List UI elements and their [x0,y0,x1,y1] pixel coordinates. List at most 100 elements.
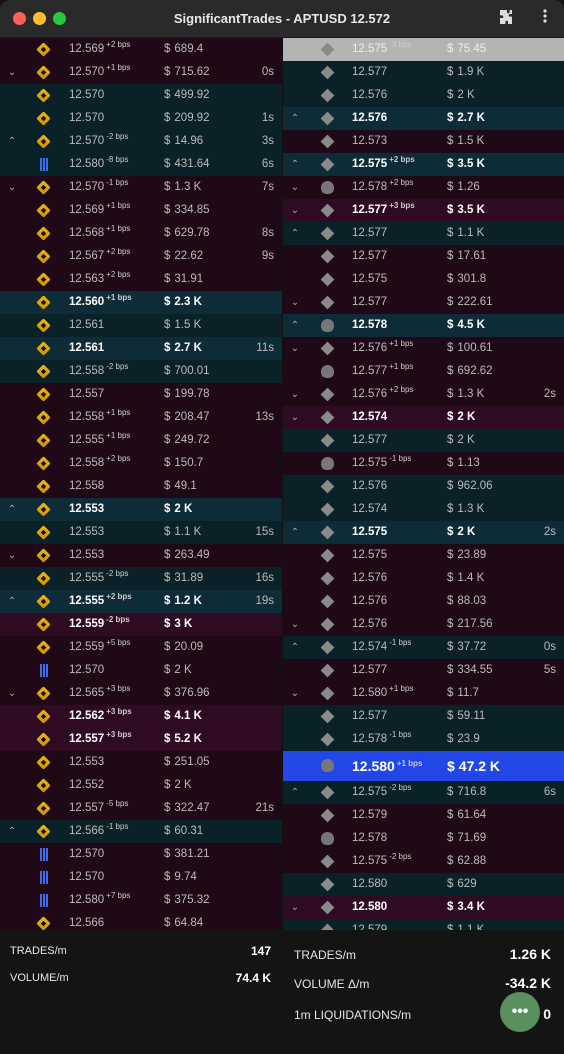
more-icon[interactable]: ••• [500,992,540,1032]
okx-exchange-icon [320,709,335,724]
binance-exchange-icon [36,456,51,471]
trade-bps: +3 bps [389,201,415,210]
trade-bps: -1 bps [106,178,129,187]
trade-amount: $2 K [164,779,192,791]
trade-row: ⌃ 12.575 -2 bps $716.8 6s [283,781,564,804]
trade-row: 12.558 +1 bps $208.47 13s [0,406,282,429]
chevron-up-icon: ⌃ [7,136,17,147]
okx-exchange-icon [320,854,335,869]
trade-price: 12.570 -2 bps [69,132,129,147]
trade-bps: +3 bps [106,684,131,693]
trade-row: 12.552 $2 K [0,774,282,797]
trade-amount: $1.1 K [447,227,485,239]
trade-amount: $31.89 [164,572,204,584]
trade-row: 12.574 $1.3 K [283,498,564,521]
liquidations-label: 1m LIQUIDATIONS/m [294,1008,412,1022]
trade-price: 12.575 -1 bps [352,454,412,469]
trade-amount: $150.7 [164,457,204,469]
kebab-menu-icon[interactable] [535,9,555,29]
trade-bps: -2 bps [389,852,412,861]
trade-row: ⌄ 12.570 +1 bps $715.62 0s [0,61,282,84]
binance-exchange-icon [36,594,51,609]
trade-amount: $4.5 K [447,319,485,331]
okx-exchange-icon [320,900,335,915]
binance-exchange-icon [36,272,51,287]
trade-amount: $1.1 K [164,526,202,538]
coinbase-exchange-icon [37,158,50,171]
trade-bps: -1 bps [389,638,412,647]
trade-bps: +2 bps [389,385,414,394]
trade-amount: $4.1 K [164,710,202,722]
trade-price: 12.570 [69,871,105,883]
okx-exchange-icon [320,808,335,823]
volume-delta-value: -34.2 K [505,975,551,991]
trade-row: 12.578 -1 bps $23.9 [283,728,564,751]
trade-amount: $301.8 [447,273,487,285]
trade-amount: $689.4 [164,43,204,55]
trade-bps: -3 bps [389,40,412,49]
puzzle-icon[interactable] [496,9,516,29]
trade-amount: $47.2 K [447,758,501,774]
trades-list-left[interactable]: 12.569 +2 bps $689.4 ⌄ 12.570 +1 bps $715.62 0s… [0,38,282,930]
trade-bps: +2 bps [106,247,131,256]
binance-exchange-icon [36,824,51,839]
trade-bps: +7 bps [106,891,131,900]
trade-amount: $716.8 [447,786,487,798]
binance-exchange-icon [36,341,51,356]
trade-row: ⌄ 12.576 +2 bps $1.3 K 2s [283,383,564,406]
trades-list-right[interactable]: 12.575 -3 bps $75.45 12.577 $1.9 K 12.576 $2 K… [282,38,564,930]
trade-amount: $1.3 K [164,181,202,193]
trade-price: 12.566 -1 bps [69,822,129,837]
volume-per-min-label: VOLUME/m [10,972,69,984]
okx-exchange-icon [320,594,335,609]
trade-amount: $71.69 [447,832,487,844]
trade-price: 12.558 +1 bps [69,408,131,423]
trade-price: 12.576 [352,572,388,584]
trade-row: 12.576 $962.06 [283,475,564,498]
trade-amount: $11.7 [447,687,479,699]
binance-exchange-icon [36,640,51,655]
close-window-button[interactable] [13,12,26,25]
binance-exchange-icon [36,916,51,930]
trade-row: 12.553 $1.1 K 15s [0,521,282,544]
minimize-window-button[interactable] [33,12,46,25]
trade-row: ⌃ 12.566 -1 bps $60.31 [0,820,282,843]
trade-price: 12.578 [352,319,388,331]
okx-exchange-icon [320,732,335,747]
trade-price: 12.553 [69,549,105,561]
trade-row: 12.560 +1 bps $2.3 K [0,291,282,314]
trade-row: 12.570 $2 K [0,659,282,682]
trade-amount: $37.72 [447,641,487,653]
okx-exchange-icon [320,617,335,632]
trade-bps: +1 bps [106,431,131,440]
trade-row: ⌄ 12.580 +1 bps $11.7 [283,682,564,705]
trade-bps: -1 bps [389,454,412,463]
binance-exchange-icon [36,249,51,264]
trade-amount: $334.55 [447,664,493,676]
trade-price: 12.555 +1 bps [69,431,131,446]
trade-amount: $2 K [447,89,475,101]
binance-exchange-icon [36,134,51,149]
trade-price: 12.570 [69,848,105,860]
trade-amount: $2.3 K [164,296,202,308]
trade-amount: $431.64 [164,158,210,170]
trade-price: 12.574 [352,411,388,423]
trade-row: 12.567 +2 bps $22.62 9s [0,245,282,268]
trade-row: 12.559 -2 bps $3 K [0,613,282,636]
binance-exchange-icon [36,42,51,57]
trade-amount: $334.85 [164,204,210,216]
maximize-window-button[interactable] [53,12,66,25]
trade-bps: +1 bps [106,408,131,417]
trade-price: 12.577 [352,66,388,78]
trade-bps: +1 bps [106,224,131,233]
okx-exchange-icon [320,410,335,425]
chevron-down-icon: ⌄ [7,67,17,78]
trade-row: 12.580 +7 bps $375.32 [0,889,282,912]
trade-row: 12.557 +3 bps $5.2 K [0,728,282,751]
trade-amount: $23.89 [447,549,487,561]
trade-amount: $1.5 K [447,135,485,147]
trade-price: 12.579 [352,924,388,930]
trade-price: 12.557 -5 bps [69,799,129,814]
trade-price: 12.575 -3 bps [352,40,412,55]
binance-exchange-icon [36,433,51,448]
